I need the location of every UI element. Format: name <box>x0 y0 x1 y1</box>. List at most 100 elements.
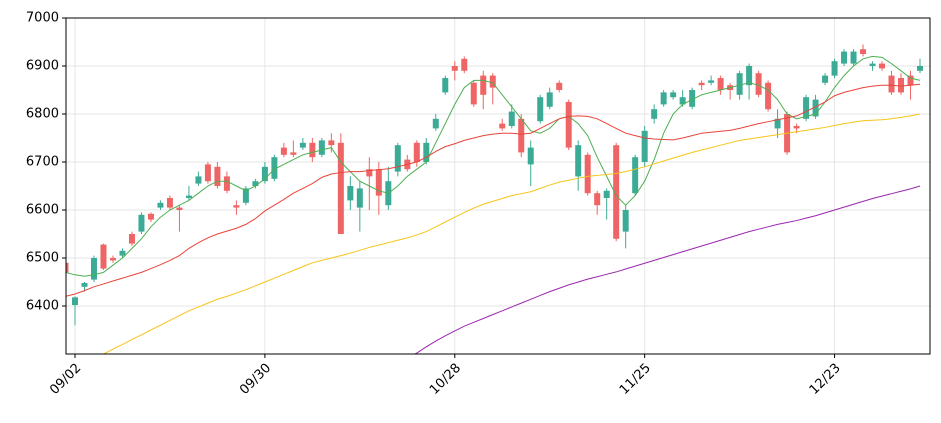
candle-body <box>451 66 458 71</box>
candle-body <box>489 75 496 88</box>
candle-body <box>717 78 724 90</box>
candle-body <box>157 202 164 208</box>
candle-body <box>328 140 335 146</box>
candle-body <box>271 157 278 179</box>
candle-body <box>603 190 610 198</box>
candle-body <box>176 207 183 210</box>
moving-average-line <box>413 185 921 354</box>
candle-body <box>907 75 914 86</box>
candle-body <box>527 147 534 165</box>
candle-body <box>413 142 420 162</box>
candle-body <box>622 210 629 232</box>
candle-body <box>252 181 259 186</box>
candle-body <box>736 73 743 95</box>
candle-body <box>442 78 449 93</box>
candle-body <box>841 51 848 64</box>
y-tick-label: 7000 <box>26 11 59 26</box>
candle-body <box>888 75 895 93</box>
y-tick-label: 6500 <box>26 251 59 266</box>
candle-body <box>708 80 715 83</box>
candle-body <box>185 195 192 198</box>
candle-body <box>128 234 135 244</box>
candle-body <box>138 214 145 232</box>
candle-body <box>508 111 515 126</box>
y-tick-label: 6600 <box>26 203 59 218</box>
y-tick-label: 6800 <box>26 107 59 122</box>
candle-body <box>565 102 572 148</box>
candle-body <box>898 78 905 93</box>
moving-average-line <box>66 83 921 297</box>
candle-body <box>375 169 382 196</box>
candle-body <box>480 75 487 95</box>
candle-body <box>318 140 325 155</box>
candle-body <box>660 92 667 105</box>
candle-body <box>242 188 249 203</box>
candle-body <box>613 145 620 239</box>
candle-body <box>860 49 867 54</box>
candle-body <box>223 176 230 191</box>
candle-body <box>309 142 316 158</box>
candle-body <box>280 147 287 155</box>
x-tick-label: 11/25 <box>617 361 654 398</box>
candle-body <box>90 258 97 280</box>
candle-body <box>100 244 107 269</box>
y-tick-label: 6900 <box>26 59 59 74</box>
candle-body <box>233 205 240 208</box>
candle-body <box>556 82 563 90</box>
candle-body <box>214 166 221 186</box>
candle-body <box>347 186 354 201</box>
candle-body <box>793 126 800 129</box>
candle-body <box>461 58 468 71</box>
axis-layer: 6400 6500 6600 6700 6800 6900 7000 09/02 09/30 10… <box>26 11 844 398</box>
candle-body <box>356 188 363 208</box>
candle-body <box>290 152 297 155</box>
candle-body <box>66 262 69 273</box>
grid-layer <box>66 17 930 354</box>
candle-body <box>147 213 154 220</box>
candle-body <box>689 90 696 107</box>
x-tick-label: 09/30 <box>237 361 274 398</box>
candle-body <box>803 97 810 119</box>
candle-body <box>366 169 373 177</box>
plot-frame <box>65 17 931 355</box>
candle-body <box>869 63 876 66</box>
candle-body <box>584 154 591 194</box>
candle-body <box>879 63 886 69</box>
x-tick-label: 12/23 <box>807 361 844 398</box>
candle-body <box>337 142 344 234</box>
y-tick-label: 6400 <box>26 299 59 314</box>
candle-body <box>594 193 601 206</box>
candle-body <box>755 73 762 95</box>
candle-body <box>679 97 686 105</box>
candle-body <box>81 282 88 287</box>
candle-body <box>831 61 838 76</box>
candle-body <box>698 82 705 86</box>
candle-body <box>632 157 639 194</box>
candle-body <box>575 145 582 177</box>
candle-body <box>774 118 781 129</box>
candle-body <box>537 97 544 122</box>
candle-body <box>423 142 430 162</box>
candle-body <box>822 75 829 83</box>
candle-body <box>432 118 439 129</box>
candle-body <box>166 198 173 208</box>
candle-body <box>499 123 506 129</box>
candle-body <box>394 145 401 172</box>
x-tick-label: 09/02 <box>47 361 84 398</box>
candle-body <box>746 66 753 86</box>
moving-average-line <box>102 113 921 354</box>
candle-body <box>71 297 78 306</box>
candle-body <box>261 166 268 182</box>
candle-body <box>470 82 477 105</box>
candle-body <box>204 164 211 182</box>
candle-body <box>109 258 116 261</box>
candle-body <box>812 99 819 117</box>
candle-body <box>641 130 648 162</box>
candle-body <box>518 118 525 153</box>
candle-body <box>765 82 772 110</box>
moving-average-line <box>66 55 921 277</box>
candle-body <box>546 92 553 107</box>
candle-body <box>195 176 202 184</box>
candle-body <box>119 250 126 256</box>
